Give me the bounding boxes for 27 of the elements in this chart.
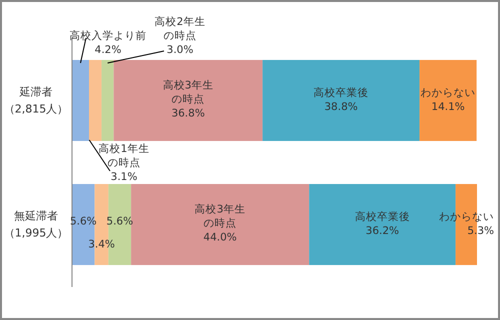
bar [102,60,114,141]
data-label: 5.6% [106,215,134,228]
series-label: 高校3年生の時点 [162,78,214,106]
text: 高校卒業後 [354,210,410,223]
data-label: 38.8% [324,100,358,113]
bar [131,184,310,266]
data-label: 4.2% [94,44,122,56]
series-label: 高校1年生の時点 [98,142,150,169]
data-label: 36.2% [366,224,400,237]
data-label: 3.1% [110,170,138,183]
bar [114,60,263,141]
series-label: わからない [420,86,476,99]
data-label: 44.0% [203,231,237,244]
y-tick-label: 延滞者（2,815人） [4,85,68,116]
bar [420,60,477,141]
y-tick-label: 無延滞者（1,995人） [4,210,68,240]
data-label: 36.8% [171,107,205,120]
bar [88,60,102,141]
text: 高校2年生の時点 [154,14,206,42]
data-label: 14.1% [431,100,465,113]
bar [262,60,420,141]
text: 高校3年生の時点 [194,203,246,230]
series-label: 高校卒業後 [314,86,369,99]
data-label: 3.4% [88,238,115,250]
series-label: 高校入学より前 [70,28,146,42]
bar [72,60,89,141]
data-label: 3.0% [166,44,194,56]
